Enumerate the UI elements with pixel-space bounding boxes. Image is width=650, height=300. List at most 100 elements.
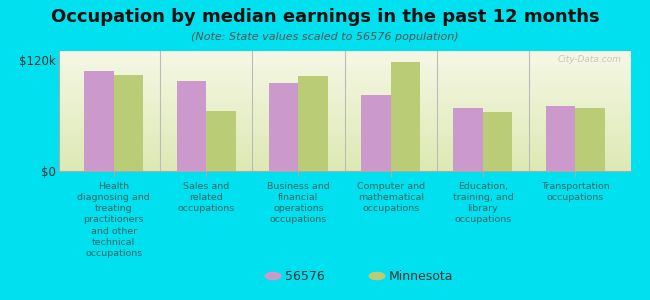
Bar [58, 53, 630, 55]
Bar [58, 142, 630, 143]
Bar [58, 79, 630, 80]
Bar [58, 51, 630, 52]
Bar [58, 141, 630, 142]
Bar [58, 164, 630, 165]
Bar [206, 111, 236, 171]
Bar [58, 110, 630, 111]
Bar [58, 137, 630, 139]
Bar [58, 61, 630, 62]
Bar [58, 160, 630, 161]
Bar [58, 62, 630, 63]
Bar [58, 63, 630, 64]
Bar [58, 136, 630, 137]
Bar [58, 81, 630, 82]
Bar [58, 124, 630, 125]
Bar [58, 92, 630, 93]
Bar [391, 62, 420, 171]
Bar [58, 112, 630, 113]
Bar [58, 98, 630, 99]
Bar [269, 83, 298, 171]
Bar [58, 99, 630, 100]
Bar [58, 116, 630, 117]
Bar [114, 75, 144, 171]
Bar [58, 56, 630, 57]
Bar [58, 154, 630, 155]
Bar [58, 83, 630, 85]
Bar [58, 88, 630, 89]
Bar [58, 97, 630, 98]
Bar [58, 109, 630, 110]
Bar [58, 170, 630, 171]
Bar [58, 163, 630, 164]
Text: City-Data.com: City-Data.com [558, 55, 622, 64]
Bar [298, 76, 328, 171]
Bar [58, 85, 630, 86]
Bar [58, 117, 630, 118]
Bar [58, 75, 630, 76]
Bar [58, 64, 630, 65]
Bar [58, 106, 630, 107]
Bar [58, 101, 630, 103]
Bar [58, 94, 630, 95]
Bar [58, 127, 630, 128]
Bar [58, 135, 630, 136]
Bar [58, 165, 630, 166]
Bar [545, 106, 575, 171]
Text: Occupation by median earnings in the past 12 months: Occupation by median earnings in the pas… [51, 8, 599, 26]
Bar [58, 93, 630, 94]
Bar [58, 70, 630, 71]
Bar [58, 147, 630, 148]
Bar [58, 113, 630, 115]
Bar [58, 115, 630, 116]
Bar [58, 153, 630, 154]
Bar [58, 122, 630, 123]
Bar [58, 105, 630, 106]
Bar [58, 55, 630, 56]
Bar [58, 118, 630, 119]
Bar [58, 104, 630, 105]
Bar [58, 125, 630, 127]
Bar [58, 58, 630, 59]
Bar [58, 67, 630, 68]
Bar [58, 169, 630, 170]
Bar [58, 91, 630, 92]
Text: Minnesota: Minnesota [389, 269, 453, 283]
Bar [58, 65, 630, 67]
Bar [575, 108, 604, 171]
Bar [58, 149, 630, 151]
Bar [58, 157, 630, 158]
Bar [58, 119, 630, 121]
Bar [58, 111, 630, 112]
Bar [58, 87, 630, 88]
Bar [58, 69, 630, 70]
Bar [58, 143, 630, 145]
Bar [58, 166, 630, 167]
Bar [58, 77, 630, 79]
Bar [58, 76, 630, 77]
Text: (Note: State values scaled to 56576 population): (Note: State values scaled to 56576 popu… [191, 32, 459, 41]
Bar [361, 95, 391, 171]
Bar [58, 86, 630, 87]
Bar [58, 100, 630, 101]
Bar [58, 129, 630, 130]
Bar [58, 103, 630, 104]
Bar [58, 152, 630, 153]
Bar [58, 140, 630, 141]
Bar [58, 131, 630, 133]
Bar [58, 95, 630, 97]
Bar [58, 71, 630, 73]
Bar [58, 151, 630, 152]
Bar [58, 161, 630, 163]
Bar [58, 148, 630, 149]
Bar [58, 107, 630, 109]
Bar [453, 108, 483, 171]
Bar [58, 123, 630, 124]
Bar [58, 134, 630, 135]
Bar [483, 112, 512, 171]
Bar [84, 71, 114, 171]
Bar [58, 133, 630, 134]
Text: 56576: 56576 [285, 269, 324, 283]
Bar [58, 159, 630, 160]
Bar [58, 52, 630, 53]
Bar [58, 80, 630, 81]
